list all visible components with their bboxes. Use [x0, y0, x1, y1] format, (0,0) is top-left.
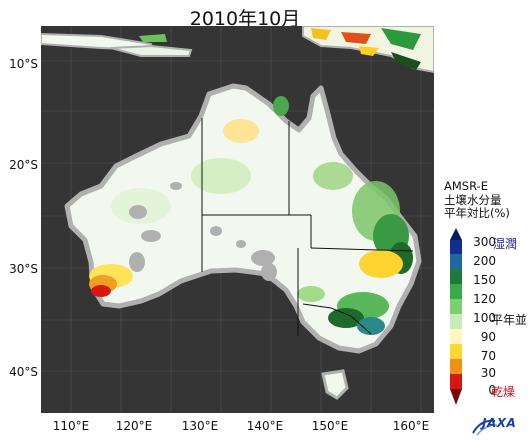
lat-label-10s: 10°S	[9, 57, 38, 71]
legend-tick: 30	[480, 366, 496, 380]
soil-moisture-map	[41, 26, 434, 413]
legend-tick: 70	[480, 349, 496, 363]
state-borders	[201, 118, 414, 336]
legend-tick: 100	[473, 311, 496, 325]
legend-tick: 150	[473, 273, 496, 287]
no-data-areas	[129, 182, 277, 281]
lon-label-120e: 120°E	[115, 419, 153, 433]
legend-colorbar	[450, 228, 462, 405]
legend-tick: 0	[488, 383, 496, 397]
jaxa-logo-text: JAXA	[482, 416, 517, 430]
legend-tick: 120	[473, 292, 496, 306]
legend-dry-label: 乾燥	[491, 385, 516, 399]
legend-normal-label: 平年並	[491, 313, 528, 327]
legend-tick: 90	[480, 330, 496, 344]
legend-tick: 200	[473, 254, 496, 268]
tasmania	[321, 369, 349, 400]
lon-label-140e: 140°E	[246, 419, 284, 433]
jaxa-logo	[472, 419, 498, 436]
lon-label-160e: 160°E	[392, 419, 430, 433]
indonesia-islands	[41, 26, 434, 74]
legend-title-line: 平年対比(%)	[444, 206, 510, 220]
legend-title-line: AMSR-E	[444, 179, 489, 193]
legend-wet-label: 湿潤	[493, 237, 518, 251]
lat-label-30s: 30°S	[9, 262, 38, 276]
legend-title-line: 土壌水分量	[444, 192, 502, 207]
legend-title: AMSR-E 土壌水分量 平年対比(%)	[444, 179, 510, 221]
lat-label-40s: 40°S	[9, 365, 38, 379]
lon-label-150e: 150°E	[311, 419, 349, 433]
australia-landmass	[64, 83, 422, 354]
lat-label-20s: 20°S	[9, 158, 38, 172]
map-title: 2010年10月	[189, 8, 301, 30]
lon-label-110e: 110°E	[52, 419, 90, 433]
legend-tick: 300	[473, 235, 496, 249]
lon-label-130e: 130°E	[181, 419, 219, 433]
